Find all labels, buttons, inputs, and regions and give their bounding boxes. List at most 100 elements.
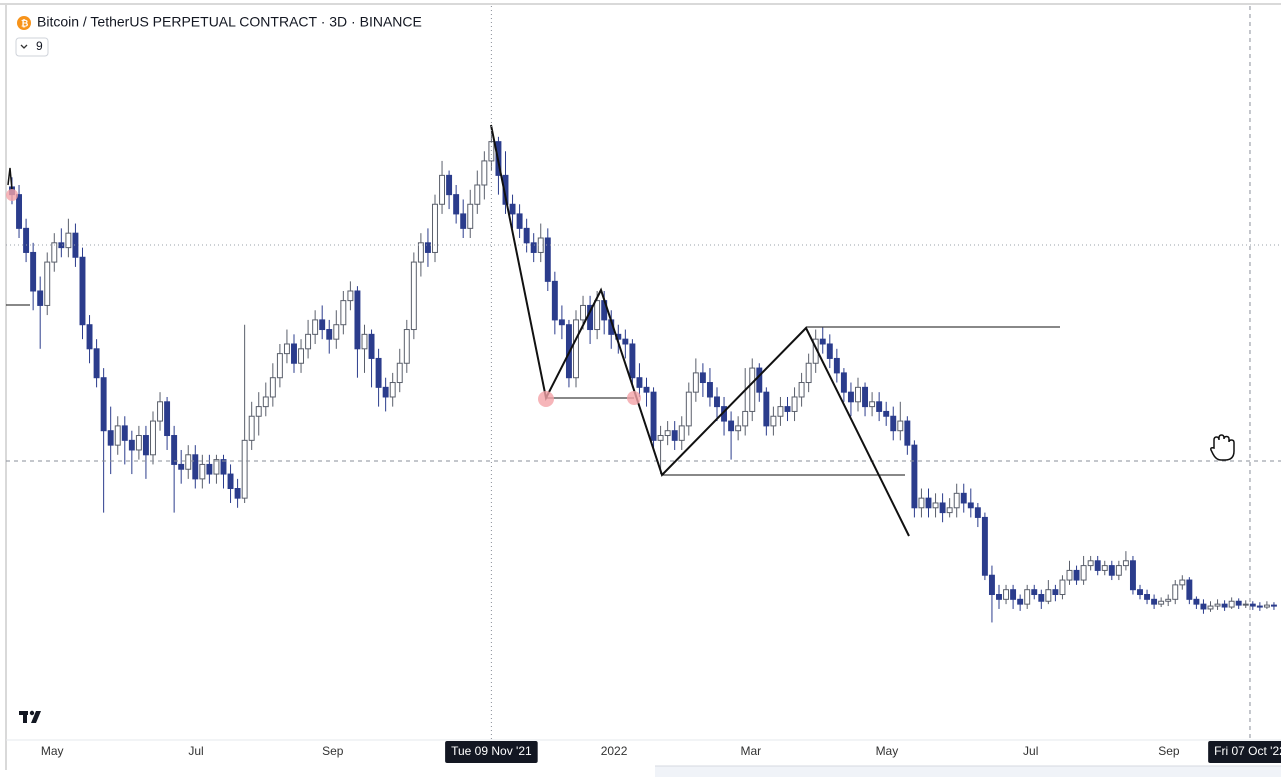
candle-body xyxy=(770,415,777,427)
time-axis: May Jul Sep 2022 Mar May Jul Sep Tue 09 Nov '21 F… xyxy=(41,741,1281,763)
candle-body xyxy=(488,141,495,162)
candle-body xyxy=(135,435,142,451)
candle-body xyxy=(692,372,699,393)
indicator-count: 9 xyxy=(36,39,43,53)
candle-body xyxy=(164,401,171,437)
candle-body xyxy=(974,507,981,518)
anchor-point xyxy=(6,189,18,201)
candle-body xyxy=(255,406,262,417)
candle-body xyxy=(23,227,30,253)
tv-logo xyxy=(19,710,41,723)
candle-body xyxy=(1052,589,1059,596)
candle-body xyxy=(171,435,178,465)
candle-body xyxy=(1193,598,1200,605)
candle-body xyxy=(1024,589,1031,605)
candle-body xyxy=(100,377,107,432)
candle-body xyxy=(791,396,798,412)
candle-body xyxy=(1158,600,1165,605)
candle-body xyxy=(114,425,121,446)
candle-body xyxy=(777,406,784,417)
candle-body xyxy=(840,372,847,393)
candle-body xyxy=(1144,594,1151,600)
candle-body xyxy=(643,386,650,393)
candle-body xyxy=(1038,594,1045,602)
candle-body xyxy=(30,251,37,292)
candle-body xyxy=(361,333,368,350)
candle-body xyxy=(1270,604,1277,607)
candle-body xyxy=(79,256,86,326)
candle-body xyxy=(1115,565,1122,576)
candle-body xyxy=(509,203,516,215)
candle-body xyxy=(248,415,255,441)
candle-body xyxy=(16,194,23,229)
candle-body xyxy=(1256,605,1263,608)
candle-body xyxy=(622,338,629,345)
x-tick-label: Mar xyxy=(740,744,761,758)
candle-body xyxy=(629,343,636,379)
candle-body xyxy=(932,502,939,509)
candle-body xyxy=(340,300,347,326)
x-tick-label: Sep xyxy=(322,744,344,758)
candle-body xyxy=(953,492,960,509)
candle-body xyxy=(142,435,149,456)
crosshair-label: Fri 07 Oct '22 xyxy=(1214,744,1281,758)
candle-body xyxy=(1186,579,1193,600)
candle-body xyxy=(1101,565,1108,571)
candle-body xyxy=(742,410,749,427)
candle-body xyxy=(1010,589,1017,600)
hand-cursor xyxy=(1210,434,1235,461)
candle-body xyxy=(763,391,770,427)
candle-body xyxy=(1235,600,1242,606)
candle-body xyxy=(756,367,763,393)
candle-body xyxy=(530,242,537,253)
candle-body xyxy=(199,463,206,480)
candle-body xyxy=(128,439,135,451)
candle-body xyxy=(192,454,199,480)
candle-body xyxy=(883,410,890,417)
candle-body xyxy=(312,319,319,335)
candle-body xyxy=(1108,565,1115,576)
candle-body xyxy=(925,497,932,509)
candle-body xyxy=(37,290,44,306)
candle-body xyxy=(1137,589,1143,596)
candle-body xyxy=(1179,579,1186,586)
candle-body xyxy=(1129,560,1136,591)
candle-body xyxy=(1214,603,1221,607)
candle-body xyxy=(671,430,678,441)
x-tick-label: May xyxy=(41,744,64,758)
candle-body xyxy=(1045,589,1052,602)
candle-body xyxy=(291,343,297,364)
candle-body xyxy=(305,333,312,350)
candle-body xyxy=(664,430,671,437)
candle-body xyxy=(1200,603,1207,610)
candle-body xyxy=(93,348,100,379)
candle-body xyxy=(417,242,424,263)
candle-body xyxy=(1228,600,1235,608)
candle-body xyxy=(636,377,643,388)
candle-body xyxy=(988,574,995,596)
candle-body xyxy=(227,473,234,490)
candle-body xyxy=(728,420,735,432)
candle-body xyxy=(241,439,248,499)
candle-body xyxy=(904,420,911,446)
indicators-toggle[interactable] xyxy=(15,37,49,57)
candle-body xyxy=(946,507,953,514)
crosshair-label-bg xyxy=(1208,741,1281,763)
candle-body xyxy=(354,290,361,350)
candle-body xyxy=(714,396,720,408)
drawings xyxy=(6,124,1060,537)
x-tick-label: Jul xyxy=(188,744,203,758)
drawing-toolbar[interactable] xyxy=(655,766,1281,777)
candle-body xyxy=(1031,589,1038,596)
x-tick-label: May xyxy=(876,744,899,758)
crosshair-label: Tue 09 Nov '21 xyxy=(451,744,532,758)
candle-body xyxy=(685,391,692,427)
candle-body xyxy=(855,386,861,403)
candle-body xyxy=(1263,604,1270,608)
x-tick-label: Sep xyxy=(1158,744,1180,758)
candle-body xyxy=(157,401,164,422)
line-drawing xyxy=(7,167,13,191)
candle-body xyxy=(805,362,812,384)
anchor-point xyxy=(627,391,641,405)
